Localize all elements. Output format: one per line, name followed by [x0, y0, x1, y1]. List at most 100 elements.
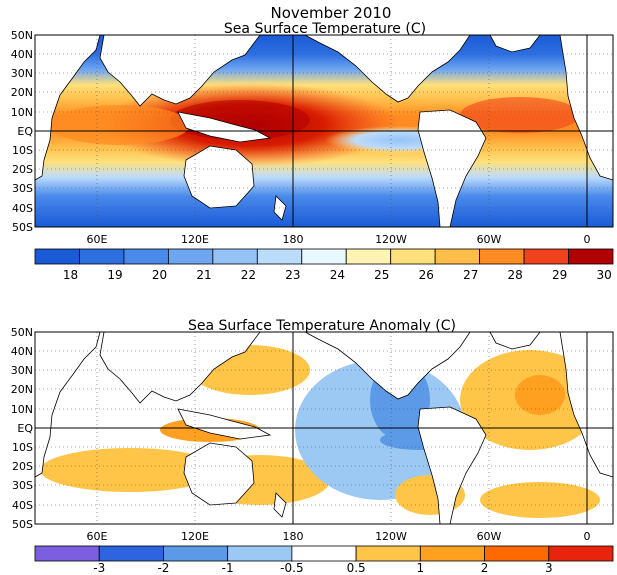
north-america: [304, 331, 471, 400]
colorbar-swatch: [167, 248, 214, 265]
sst-colorbar-label: 22: [241, 268, 256, 282]
main-title: November 2010: [271, 4, 392, 22]
sst-lat-label: 10S: [12, 144, 33, 157]
sst-lon-label: 0: [584, 233, 591, 246]
anomaly-lon-label: 120W: [375, 530, 407, 543]
sst-map: 50N 40N 30N 20N 10N EQ 10S 20S 30S 40S 5…: [11, 29, 614, 246]
colorbar-swatch: [34, 248, 80, 265]
sst-colorbar-label: 25: [374, 268, 389, 282]
anomaly-colorbar-label: 2: [481, 561, 489, 575]
sst-lat-label: EQ: [17, 125, 33, 138]
anomaly-lat-label: 20S: [12, 460, 33, 473]
colorbar-swatch: [479, 248, 525, 265]
colorbar-swatch: [355, 545, 421, 562]
south-america: [417, 406, 487, 525]
anom-warm-atlantic-core: [515, 375, 565, 415]
anomaly-lat-labels: 50N 40N 30N 20N 10N EQ 10S 20S 30S 40S 5…: [11, 326, 34, 531]
anomaly-lon-label: 0: [584, 530, 591, 543]
sst-colorbar-label: 28: [508, 268, 523, 282]
sst-lon-label: 120W: [375, 233, 407, 246]
australia: [183, 145, 255, 209]
australia: [183, 442, 255, 506]
anomaly-lat-label: 40N: [11, 345, 33, 358]
indian-warm: [50, 105, 190, 145]
anomaly-lat-label: EQ: [17, 422, 33, 435]
sst-lat-label: 30N: [11, 67, 33, 80]
sst-colorbar-label: 21: [196, 268, 211, 282]
anomaly-colorbar-label: -0.5: [280, 561, 303, 575]
anomaly-map: 50N 40N 30N 20N 10N EQ 10S 20S 30S 40S 5…: [11, 326, 614, 543]
sst-lat-label: 20S: [12, 163, 33, 176]
sst-colorbar-label: 26: [419, 268, 434, 282]
sst-colorbar-label: 29: [552, 268, 567, 282]
anomaly-lat-label: 10S: [12, 441, 33, 454]
sst-colorbar: 18 19 20 21 22 23 24 25 26 27 28 29 30: [34, 248, 614, 282]
anomaly-colorbar-label: 1: [417, 561, 425, 575]
anom-warm-south-atlantic: [480, 482, 600, 518]
anomaly-panel-title: Sea Surface Temperature Anomaly (C): [188, 318, 456, 334]
colorbar-swatch: [345, 248, 392, 265]
sst-colorbar-label: 19: [107, 268, 122, 282]
africa-arabia: [34, 331, 101, 478]
anom-warm-south-indian: [40, 448, 220, 492]
anomaly-colorbar-label: 3: [545, 561, 553, 575]
sst-lon-label: 60E: [87, 233, 108, 246]
anomaly-lat-label: 40S: [12, 499, 33, 512]
sst-colorbar-label: 23: [285, 268, 300, 282]
anomaly-lon-labels: 60E 120E 180 120W 60W 0: [87, 530, 591, 543]
anomaly-lat-label: 30N: [11, 364, 33, 377]
colorbar-swatch: [212, 248, 258, 265]
anomaly-lat-label: 30S: [12, 479, 33, 492]
colorbar-swatch: [484, 545, 550, 562]
anomaly-lat-label: 50N: [11, 326, 33, 339]
sst-lon-label: 60W: [477, 233, 502, 246]
anomaly-colorbar-label: -1: [222, 561, 234, 575]
asia: [99, 34, 261, 107]
sst-lat-labels: 50N 40N 30N 20N 10N EQ 10S 20S 30S 40S 5…: [11, 29, 34, 234]
sst-lat-label: 30S: [12, 182, 33, 195]
asia: [99, 331, 261, 404]
sst-lat-label: 10N: [11, 106, 33, 119]
colorbar-swatch: [163, 545, 229, 562]
sst-map-frame: [34, 34, 614, 228]
colorbar-swatch: [291, 545, 357, 562]
colorbar-swatch: [227, 545, 293, 562]
colorbar-swatch: [434, 248, 481, 265]
colorbar-swatch: [301, 248, 347, 265]
sst-lat-label: 20N: [11, 86, 33, 99]
sst-colorbar-label: 30: [596, 268, 611, 282]
anomaly-lon-label: 60E: [87, 530, 108, 543]
colorbar-swatch: [419, 545, 485, 562]
colorbar-swatch: [390, 248, 436, 265]
sst-gridlines: [35, 35, 613, 227]
anomaly-colorbar-boxes: [34, 545, 614, 562]
sst-colorbar-label: 24: [330, 268, 345, 282]
sst-colorbar-labels: 18 19 20 21 22 23 24 25 26 27 28 29 30: [63, 268, 612, 282]
sst-colorbar-boxes: [34, 248, 614, 265]
anomaly-lon-label: 60W: [477, 530, 502, 543]
africa-arabia: [34, 34, 101, 181]
sst-lon-labels: 60E 120E 180 120W 60W 0: [87, 233, 591, 246]
sst-colorbar-label: 20: [152, 268, 167, 282]
anomaly-colorbar-label: -2: [157, 561, 169, 575]
sst-lat-label: 40S: [12, 202, 33, 215]
colorbar-swatch: [34, 545, 100, 562]
anomaly-gridlines: [35, 332, 613, 524]
colorbar-swatch: [98, 545, 164, 562]
anomaly-lat-label: 50S: [12, 518, 33, 531]
colorbar-swatch: [548, 545, 614, 562]
anomaly-colorbar-label: 0.5: [347, 561, 366, 575]
sst-lat-label: 50S: [12, 221, 33, 234]
anomaly-colorbar: -3 -2 -1 -0.5 0.5 1 2 3: [34, 545, 614, 575]
sst-colorbar-label: 18: [63, 268, 78, 282]
north-america: [304, 34, 471, 103]
anomaly-lon-label: 180: [283, 530, 304, 543]
south-america: [417, 109, 487, 228]
sst-lon-label: 180: [283, 233, 304, 246]
sst-panel-title: Sea Surface Temperature (C): [224, 21, 426, 37]
anomaly-colorbar-label: -3: [93, 561, 105, 575]
anomaly-lon-label: 120E: [181, 530, 209, 543]
sst-lon-label: 120E: [181, 233, 209, 246]
anomaly-colorbar-labels: -3 -2 -1 -0.5 0.5 1 2 3: [93, 561, 552, 575]
